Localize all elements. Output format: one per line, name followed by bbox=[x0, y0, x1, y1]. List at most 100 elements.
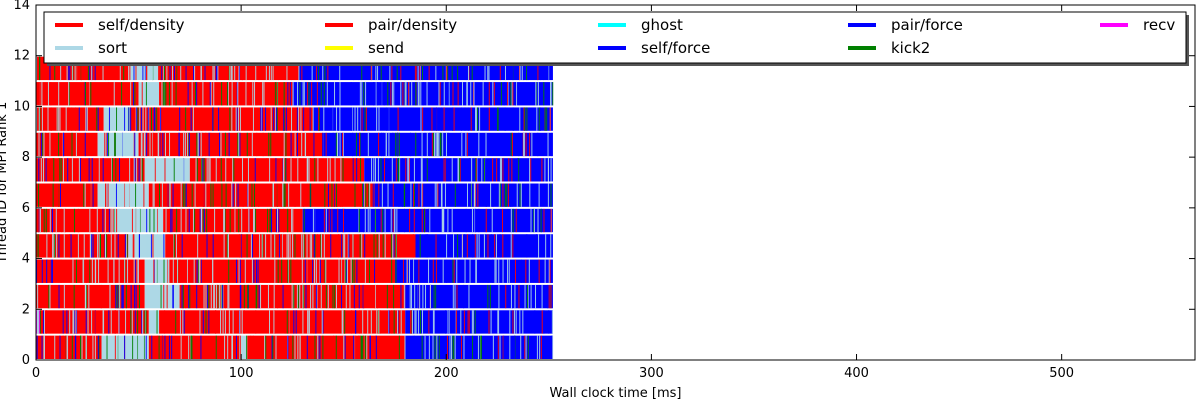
task-boundary-stripe bbox=[475, 158, 477, 182]
task-boundary-stripe bbox=[376, 107, 378, 131]
task-boundary-stripe bbox=[365, 335, 367, 359]
task-boundary-stripe bbox=[427, 234, 429, 258]
task-boundary-stripe bbox=[438, 132, 440, 157]
task-boundary-stripe bbox=[441, 107, 443, 131]
task-boundary-stripe bbox=[215, 158, 217, 182]
task-boundary-stripe bbox=[540, 208, 542, 233]
task-boundary-stripe bbox=[323, 107, 325, 131]
task-boundary-stripe bbox=[514, 335, 516, 359]
task-boundary-stripe bbox=[179, 259, 181, 283]
task-boundary-stripe bbox=[273, 107, 275, 131]
task-boundary-stripe bbox=[296, 259, 298, 283]
task-boundary-stripe bbox=[209, 82, 211, 106]
task-boundary-stripe bbox=[218, 107, 220, 131]
task-boundary-stripe bbox=[228, 56, 230, 81]
task-boundary-stripe bbox=[385, 132, 387, 157]
task-boundary-stripe bbox=[431, 107, 433, 131]
task-boundary-stripe bbox=[353, 335, 355, 359]
task-boundary-stripe bbox=[436, 183, 438, 207]
task-boundary-stripe bbox=[396, 208, 398, 233]
task-boundary-stripe bbox=[183, 132, 185, 157]
task-boundary-stripe bbox=[246, 208, 248, 233]
task-boundary-stripe bbox=[303, 107, 305, 131]
task-boundary-stripe bbox=[518, 56, 520, 81]
task-boundary-stripe bbox=[361, 56, 363, 81]
task-boundary-stripe bbox=[537, 82, 539, 106]
task-boundary-stripe bbox=[306, 234, 308, 258]
task-boundary-stripe bbox=[456, 259, 458, 283]
task-boundary-stripe bbox=[256, 259, 258, 283]
task-boundary-stripe bbox=[98, 158, 100, 182]
task-boundary-stripe bbox=[477, 107, 479, 131]
task-boundary-stripe bbox=[301, 132, 303, 157]
task-boundary-stripe bbox=[420, 310, 422, 334]
task-boundary-stripe bbox=[191, 82, 193, 106]
task-boundary-stripe bbox=[452, 82, 454, 106]
task-segment-0-5 bbox=[360, 335, 365, 359]
task-boundary-stripe bbox=[515, 310, 517, 334]
task-boundary-stripe bbox=[431, 284, 433, 309]
task-boundary-stripe bbox=[548, 259, 550, 283]
task-boundary-stripe bbox=[36, 107, 38, 131]
task-boundary-stripe bbox=[260, 107, 262, 131]
task-boundary-stripe bbox=[541, 158, 543, 182]
task-boundary-stripe bbox=[112, 132, 114, 157]
task-boundary-stripe bbox=[163, 259, 165, 283]
task-boundary-stripe bbox=[438, 56, 440, 81]
task-boundary-stripe bbox=[272, 335, 274, 359]
task-boundary-stripe bbox=[479, 335, 481, 359]
task-boundary-stripe bbox=[253, 208, 255, 233]
task-boundary-stripe bbox=[435, 284, 437, 309]
task-boundary-stripe bbox=[251, 183, 253, 207]
task-boundary-stripe bbox=[59, 335, 61, 359]
task-boundary-stripe bbox=[483, 158, 485, 182]
task-boundary-stripe bbox=[198, 132, 200, 157]
task-boundary-stripe bbox=[281, 183, 283, 207]
task-boundary-stripe bbox=[103, 132, 105, 157]
task-boundary-stripe bbox=[327, 284, 329, 309]
task-boundary-stripe bbox=[413, 183, 415, 207]
task-boundary-stripe bbox=[547, 158, 549, 182]
task-boundary-stripe bbox=[175, 82, 177, 106]
task-boundary-stripe bbox=[519, 107, 521, 131]
task-boundary-stripe bbox=[375, 82, 377, 106]
task-boundary-stripe bbox=[293, 284, 295, 309]
task-boundary-stripe bbox=[421, 56, 423, 81]
task-boundary-stripe bbox=[413, 208, 415, 233]
task-boundary-stripe bbox=[46, 259, 48, 283]
task-boundary-stripe bbox=[402, 183, 404, 207]
task-boundary-stripe bbox=[270, 132, 272, 157]
task-boundary-stripe bbox=[141, 132, 143, 157]
task-segment-3-3 bbox=[394, 259, 553, 283]
task-boundary-stripe bbox=[377, 158, 379, 182]
task-boundary-stripe bbox=[514, 284, 516, 309]
task-boundary-stripe bbox=[341, 259, 343, 283]
task-boundary-stripe bbox=[518, 132, 520, 157]
task-boundary-stripe bbox=[364, 234, 366, 258]
task-boundary-stripe bbox=[138, 234, 140, 258]
y-tick-label: 12 bbox=[13, 49, 30, 64]
task-boundary-stripe bbox=[106, 183, 108, 207]
task-boundary-stripe bbox=[361, 82, 363, 106]
task-boundary-stripe bbox=[130, 107, 132, 131]
task-boundary-stripe bbox=[327, 56, 329, 81]
task-boundary-stripe bbox=[346, 259, 348, 283]
task-boundary-stripe bbox=[143, 56, 145, 81]
task-segment-8-2 bbox=[138, 132, 324, 157]
task-boundary-stripe bbox=[255, 259, 257, 283]
task-boundary-stripe bbox=[116, 208, 118, 233]
task-boundary-stripe bbox=[538, 234, 540, 258]
task-boundary-stripe bbox=[68, 56, 70, 81]
task-boundary-stripe bbox=[288, 310, 290, 334]
task-boundary-stripe bbox=[323, 234, 325, 258]
task-boundary-stripe bbox=[134, 82, 136, 106]
task-boundary-stripe bbox=[299, 158, 301, 182]
task-boundary-stripe bbox=[381, 82, 383, 106]
task-boundary-stripe bbox=[277, 259, 279, 283]
task-boundary-stripe bbox=[445, 310, 447, 334]
task-boundary-stripe bbox=[205, 310, 207, 334]
task-boundary-stripe bbox=[224, 335, 226, 359]
task-boundary-stripe bbox=[168, 82, 170, 106]
task-boundary-stripe bbox=[80, 335, 82, 359]
